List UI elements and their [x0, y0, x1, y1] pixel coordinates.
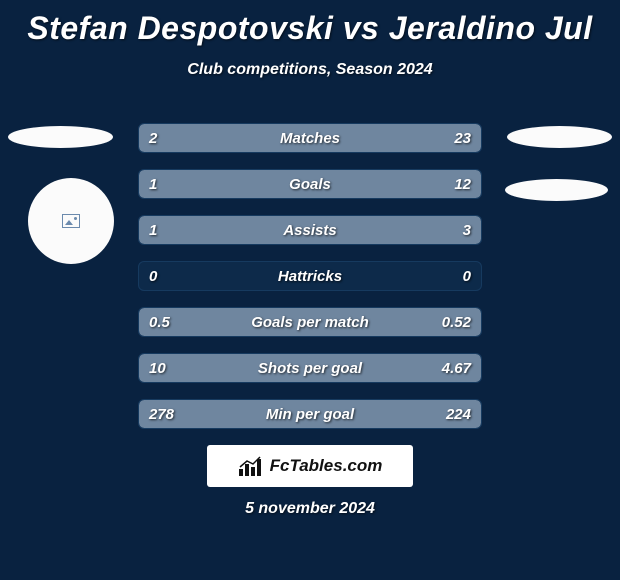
branding-badge: FcTables.com [207, 445, 413, 487]
fctables-logo-icon [238, 455, 264, 477]
bar-fill-left [139, 354, 372, 382]
bar-fill-right [166, 124, 481, 152]
bar-fill-left [139, 124, 166, 152]
bar-row: 278224Min per goal [138, 399, 482, 429]
bar-row: 0 0Hattricks [138, 261, 482, 291]
bar-value-right: 0 [463, 262, 471, 290]
bar-fill-left [139, 216, 225, 244]
bar-row: 112Goals [138, 169, 482, 199]
bar-value-left: 0 [149, 262, 157, 290]
branding-text: FcTables.com [270, 456, 383, 476]
player-right-avatar-ellipse [505, 179, 608, 201]
bar-fill-left [139, 400, 327, 428]
date-label: 5 november 2024 [0, 500, 620, 518]
bar-fill-right [327, 400, 481, 428]
bar-row: 0.50.52Goals per match [138, 307, 482, 337]
page-title: Stefan Despotovski vs Jeraldino Jul [0, 0, 620, 47]
page-subtitle: Club competitions, Season 2024 [0, 61, 620, 79]
player-left-badge-ellipse [8, 126, 113, 148]
bar-fill-right [165, 170, 481, 198]
bar-fill-right [307, 308, 481, 336]
bar-label: Hattricks [139, 262, 481, 290]
bar-fill-left [139, 308, 307, 336]
bar-row: 13Assists [138, 215, 482, 245]
bar-fill-right [372, 354, 481, 382]
bar-row: 104.67Shots per goal [138, 353, 482, 383]
bar-fill-right [225, 216, 482, 244]
player-right-badge-ellipse [507, 126, 612, 148]
comparison-bars: 223Matches 112Goals 13Assists 0 0Hattricks 0.… [138, 123, 482, 445]
bar-row: 223Matches [138, 123, 482, 153]
player-left-avatar-placeholder [28, 178, 114, 264]
bar-fill-left [139, 170, 165, 198]
image-placeholder-icon [62, 214, 80, 228]
